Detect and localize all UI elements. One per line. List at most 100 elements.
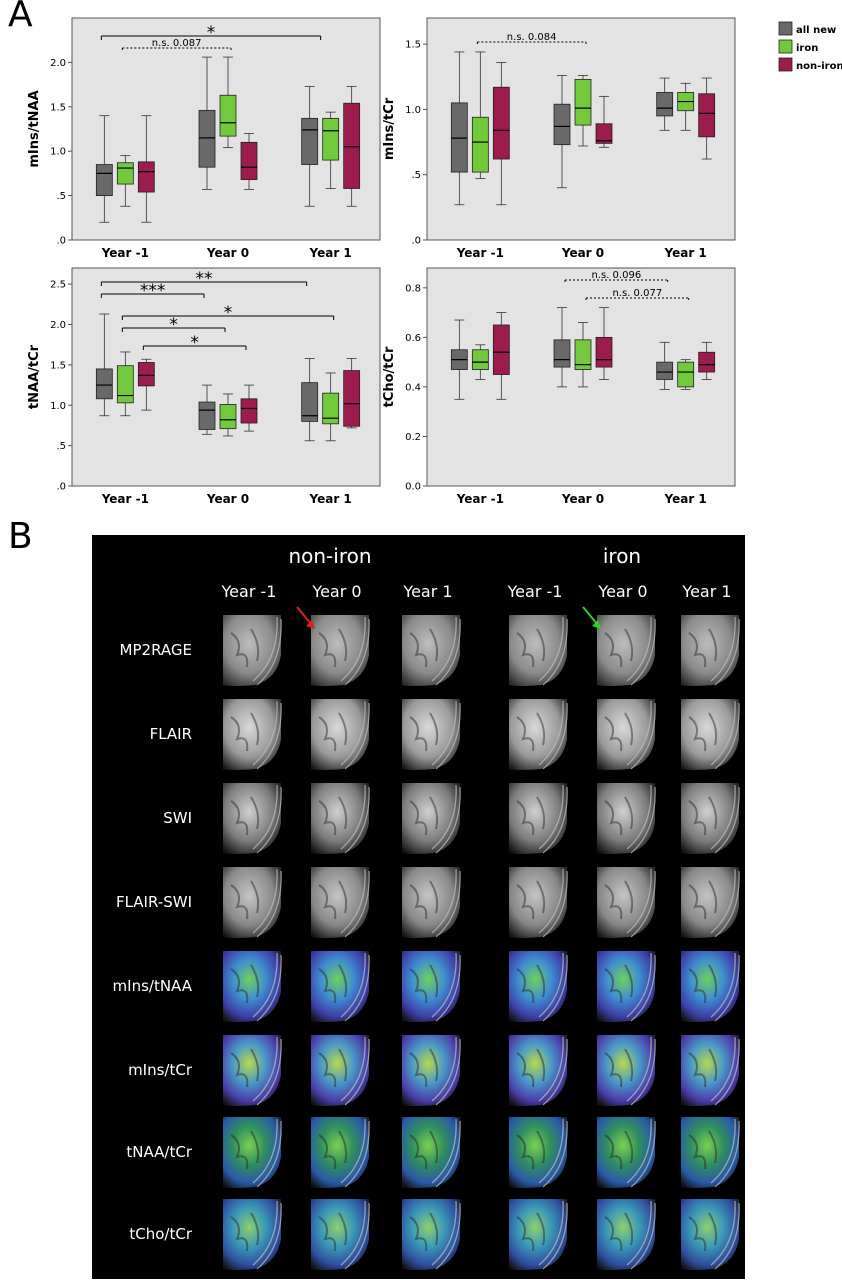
skull-rim: [538, 700, 568, 770]
mri-thumbnail: [597, 867, 656, 938]
sulci: [604, 1130, 634, 1170]
skull-rim: [340, 700, 370, 770]
box-iqr: [137, 362, 155, 387]
legend-label: iron: [796, 43, 818, 54]
sulci: [409, 712, 439, 752]
mri-thumbnail: [509, 1199, 568, 1270]
box-iron: [116, 351, 134, 417]
mri-thumbnail: [402, 1035, 461, 1106]
sulci: [230, 964, 260, 1004]
box-iqr: [198, 401, 216, 430]
mri-thumbnail: [681, 867, 740, 938]
panel-b-letter: B: [8, 516, 33, 557]
mri-thumbnail: [311, 1199, 370, 1270]
brain-slice: [509, 1199, 567, 1270]
box-non-iron: [137, 115, 155, 223]
row-label: tCho/tCr: [129, 1225, 192, 1243]
mri-thumbnail: [681, 951, 740, 1022]
sulci: [230, 1130, 260, 1170]
chart-1: .0 .5 1.0 1.5 2.0 mIns/tNAA Year -1 Year 0 Year …: [27, 17, 381, 260]
box-iqr: [595, 123, 613, 144]
y-tick-label: 2.0: [50, 58, 66, 69]
brain-slice: [597, 1199, 655, 1270]
box-iron: [574, 322, 592, 388]
brain-slice: [311, 1035, 369, 1106]
bracket-label: *: [169, 315, 178, 335]
x-tick-label: Year 1: [309, 492, 352, 506]
box-iqr: [240, 398, 258, 424]
mri-thumbnail: [402, 783, 461, 854]
sulci: [604, 1212, 634, 1252]
mri-thumbnail: [402, 1117, 461, 1188]
box-iqr: [450, 102, 468, 173]
sulci: [409, 1130, 439, 1170]
sulci: [230, 1212, 260, 1252]
box-iqr: [471, 116, 489, 173]
panel-b-mri-grid: non-iron iron Year -1 Year 0 Year 1 Year -1 Ye…: [92, 535, 745, 1279]
sulci: [318, 1048, 348, 1088]
box-iqr: [116, 365, 134, 404]
brain-slice: [597, 783, 655, 854]
mri-thumbnail: [597, 1199, 656, 1270]
sulci: [230, 628, 260, 668]
row-label: tNAA/tCr: [126, 1143, 192, 1161]
box-iqr: [553, 103, 571, 146]
brain-slice: [509, 783, 567, 854]
y-tick-label: 1.0: [50, 147, 66, 158]
skull-rim: [431, 616, 461, 686]
box-non-iron: [137, 358, 155, 411]
skull-rim: [626, 616, 656, 686]
sulci: [516, 628, 546, 668]
y-tick-label: .5: [411, 170, 421, 181]
y-tick-label: 0.0: [405, 482, 421, 493]
skull-rim: [710, 868, 740, 938]
brain-slice: [597, 699, 655, 770]
y-tick-label: .5: [56, 441, 66, 452]
mri-thumbnail: [681, 699, 740, 770]
skull-rim: [431, 1118, 461, 1188]
skull-rim: [626, 700, 656, 770]
brain-slice: [681, 1199, 739, 1270]
box-iqr: [219, 94, 237, 137]
brain-slice: [223, 951, 281, 1022]
legend-swatch: [778, 57, 793, 72]
brain-slice: [311, 783, 369, 854]
sulci: [318, 880, 348, 920]
column-label: Year 1: [681, 582, 731, 601]
box-non-iron: [343, 358, 361, 429]
bracket-label: *: [190, 333, 199, 353]
box-all-new: [450, 51, 468, 206]
sulci: [230, 712, 260, 752]
box-iqr: [656, 361, 674, 380]
skull-rim: [710, 1200, 740, 1270]
box-iron: [677, 359, 695, 390]
box-iqr: [301, 117, 319, 165]
legend: all new iron non-iron: [778, 21, 842, 72]
mri-thumbnail: [223, 1035, 282, 1106]
row-label: mIns/tCr: [128, 1061, 193, 1079]
sulci: [516, 880, 546, 920]
chart-4: 0.0 0.2 0.4 0.6 0.8 tCho/tCr Year -1 Year 0 Year…: [382, 267, 736, 506]
box-non-iron: [492, 312, 510, 400]
box-iqr: [656, 92, 674, 117]
mri-thumbnail: [311, 615, 370, 686]
skull-rim: [252, 868, 282, 938]
skull-rim: [538, 616, 568, 686]
sulci: [688, 628, 718, 668]
y-tick-label: 1.5: [50, 102, 66, 113]
box-iron: [219, 393, 237, 437]
chart-3: .0 .5 1.0 1.5 2.0 2.5 tNAA/tCr Year -1 Year 0 Yea…: [27, 267, 381, 506]
sulci: [409, 1048, 439, 1088]
significance-bracket: ***: [100, 281, 205, 301]
box-non-iron: [240, 384, 258, 432]
skull-rim: [252, 784, 282, 854]
brain-slice: [597, 1035, 655, 1106]
box-iqr: [95, 164, 113, 197]
box-all-new: [553, 75, 571, 189]
sulci: [516, 712, 546, 752]
box-iqr: [574, 78, 592, 126]
box-all-new: [656, 341, 674, 390]
y-tick-label: .0: [56, 236, 66, 247]
x-tick-label: Year -1: [456, 492, 504, 506]
skull-rim: [626, 868, 656, 938]
